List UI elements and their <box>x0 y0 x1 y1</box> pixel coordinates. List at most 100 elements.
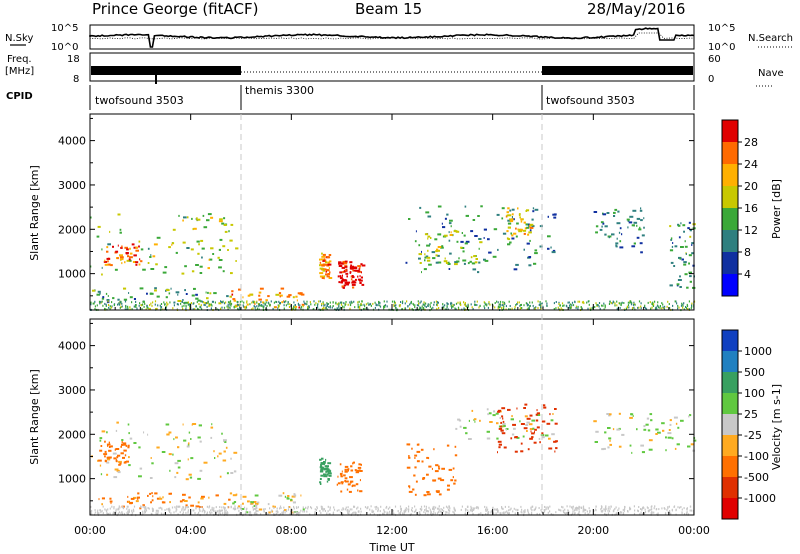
ground-scatter-cell <box>122 506 124 509</box>
echo-cell <box>357 278 361 281</box>
echo-cell <box>116 421 119 424</box>
ground-scatter-cell <box>225 301 227 304</box>
ground-scatter-cell <box>649 509 651 512</box>
echo-cell <box>326 473 329 476</box>
echo-cell <box>291 495 296 498</box>
ground-scatter-cell <box>351 508 353 511</box>
ground-scatter-cell <box>161 507 163 510</box>
ground-scatter-cell <box>183 508 185 511</box>
ground-scatter-cell <box>118 303 120 306</box>
echo-cell <box>447 484 450 487</box>
echo-cell <box>650 419 653 422</box>
ground-scatter-cell <box>224 508 226 511</box>
ground-scatter-cell <box>497 511 499 514</box>
ground-scatter-cell <box>520 303 522 306</box>
echo-cell <box>547 235 551 238</box>
echo-cell <box>255 504 258 507</box>
ground-scatter-cell <box>102 304 104 307</box>
ground-scatter-cell <box>566 505 568 508</box>
echo-cell <box>450 231 452 234</box>
ground-scatter-cell <box>503 512 505 515</box>
ground-scatter-cell <box>543 509 545 511</box>
echo-cell <box>192 423 197 425</box>
ground-scatter-cell <box>664 507 666 510</box>
echo-cell <box>632 209 637 212</box>
ground-scatter-cell <box>383 508 385 511</box>
echo-cell <box>326 467 329 470</box>
ground-scatter-cell <box>531 511 533 514</box>
ground-scatter-cell <box>620 303 622 306</box>
ground-scatter-cell <box>401 308 403 311</box>
ground-scatter-cell <box>209 511 211 514</box>
ground-scatter-cell <box>105 303 107 306</box>
ground-scatter-cell <box>547 506 549 509</box>
ground-scatter-cell <box>105 305 107 307</box>
echo-cell <box>520 442 523 445</box>
ground-scatter-cell <box>582 507 585 510</box>
echo-cell <box>641 451 645 454</box>
echo-cell <box>593 420 597 423</box>
echo-cell <box>300 293 305 296</box>
ground-scatter-cell <box>640 508 642 510</box>
ground-scatter-cell <box>290 507 292 510</box>
ground-scatter-cell <box>90 301 92 304</box>
echo-cell <box>619 240 622 243</box>
echo-cell <box>646 417 650 420</box>
ground-scatter-cell <box>499 305 501 308</box>
echo-cell <box>197 436 201 439</box>
ground-scatter-cell <box>321 505 323 508</box>
echo-cell <box>609 443 612 446</box>
echo-cell <box>173 438 175 441</box>
ground-scatter-cell <box>533 509 535 512</box>
ground-scatter-cell <box>106 510 108 513</box>
echo-cell <box>223 502 227 505</box>
colorbar-tick-label: -1000 <box>744 492 776 505</box>
ground-scatter-cell <box>198 511 200 514</box>
ground-scatter-cell <box>582 508 584 511</box>
echo-cell <box>350 267 353 270</box>
echo-cell <box>447 263 451 265</box>
echo-cell <box>691 244 693 246</box>
echo-cell <box>221 432 223 435</box>
echo-cell <box>668 429 671 431</box>
echo-cell <box>416 460 420 463</box>
echo-cell <box>455 427 458 430</box>
ground-scatter-cell <box>687 307 689 310</box>
echo-cell <box>101 273 103 276</box>
ground-scatter-cell <box>259 303 261 306</box>
ground-scatter-cell <box>234 506 236 509</box>
ground-scatter-cell <box>627 510 629 513</box>
ground-scatter-cell <box>572 510 574 513</box>
ground-scatter-cell <box>408 505 410 508</box>
y-tick-label: 2000 <box>58 428 86 441</box>
ground-scatter-cell <box>163 301 165 304</box>
echo-cell <box>99 449 103 452</box>
echo-cell <box>351 283 356 286</box>
echo-cell <box>139 467 143 470</box>
ground-scatter-cell <box>520 505 522 508</box>
ground-scatter-cell <box>212 300 214 303</box>
ground-scatter-cell <box>90 510 92 513</box>
echo-cell <box>223 217 226 220</box>
ground-scatter-cell <box>528 307 530 310</box>
echo-cell <box>96 293 100 296</box>
ground-scatter-cell <box>358 510 360 513</box>
ground-scatter-cell <box>303 300 305 303</box>
echo-cell <box>162 496 164 499</box>
echo-cell <box>191 270 195 273</box>
ground-scatter-cell <box>173 304 175 307</box>
echo-cell <box>602 213 607 216</box>
ground-scatter-cell <box>690 505 692 508</box>
ground-scatter-cell <box>367 302 369 305</box>
ground-scatter-cell <box>677 506 679 509</box>
ground-scatter-cell <box>293 507 295 510</box>
echo-cell <box>414 240 417 243</box>
ground-scatter-cell <box>195 305 197 308</box>
echo-cell <box>129 502 133 505</box>
echo-cell <box>342 286 345 289</box>
echo-cell <box>299 292 303 295</box>
echo-cell <box>444 257 446 260</box>
ground-scatter-cell <box>455 302 458 305</box>
ground-scatter-cell <box>432 306 434 309</box>
ground-scatter-cell <box>360 302 362 305</box>
